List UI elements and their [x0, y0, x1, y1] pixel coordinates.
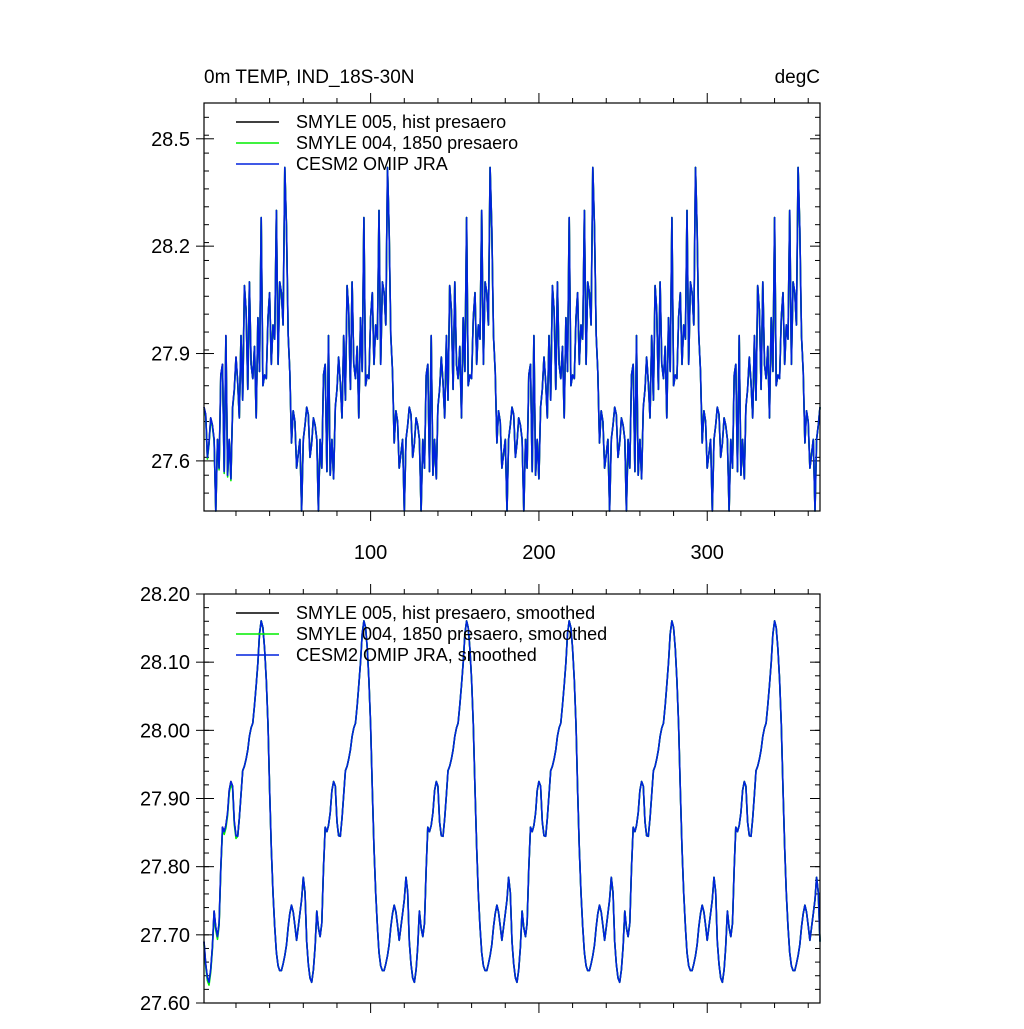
bottom-ytick-label: 27.90: [140, 789, 190, 811]
bottom-legend-label-jra: CESM2 OMIP JRA, smoothed: [296, 645, 537, 665]
bottom-series: [203, 620, 821, 986]
top-tick-labels: 27.6 27.9 28.2 28.5 100 200 300: [151, 129, 724, 564]
top-panel: 0m TEMP, IND_18S-30N degC 27.6 27.9 28.2 28…: [151, 67, 821, 564]
bottom-legend-label-hist: SMYLE 005, hist presaero, smoothed: [296, 603, 595, 623]
bottom-ytick-label: 27.70: [140, 925, 190, 947]
top-xtick-label: 200: [522, 542, 555, 564]
top-legend-label-jra: CESM2 OMIP JRA: [296, 154, 448, 174]
top-ytick-label: 28.2: [151, 236, 190, 258]
bottom-plot-frame: [203, 593, 821, 1004]
bottom-ytick-label: 28.10: [140, 652, 190, 674]
bottom-panel: 27.60 27.70 27.80 27.90 28.00 28.10 28.20 SMYL…: [140, 584, 821, 1015]
bottom-ytick-label: 27.80: [140, 857, 190, 879]
top-xtick-label: 300: [691, 542, 724, 564]
bottom-ytick-label: 28.20: [140, 584, 190, 606]
top-legend: SMYLE 005, hist presaero SMYLE 004, 1850…: [236, 112, 518, 174]
top-series: [203, 166, 821, 512]
top-legend-label-hist: SMYLE 005, hist presaero: [296, 112, 506, 132]
top-series-line-2: [203, 166, 821, 512]
bottom-legend: SMYLE 005, hist presaero, smoothed SMYLE…: [236, 603, 607, 665]
top-ytick-label: 27.9: [151, 344, 190, 366]
bottom-series-line-2: [203, 620, 821, 984]
bottom-ytick-label: 27.60: [140, 993, 190, 1015]
top-ticks: [196, 93, 820, 521]
bottom-tick-labels: 27.60 27.70 27.80 27.90 28.00 28.10 28.20: [140, 584, 190, 1015]
top-plot-frame: [203, 102, 821, 512]
top-xtick-label: 100: [354, 542, 387, 564]
top-ytick-label: 27.6: [151, 451, 190, 473]
top-legend-label-1850: SMYLE 004, 1850 presaero: [296, 133, 518, 153]
bottom-legend-label-1850: SMYLE 004, 1850 presaero, smoothed: [296, 624, 607, 644]
top-title-right: degC: [775, 67, 820, 88]
top-ytick-label: 28.5: [151, 129, 190, 151]
top-title-left: 0m TEMP, IND_18S-30N: [204, 67, 415, 88]
bottom-ytick-label: 28.00: [140, 720, 190, 742]
